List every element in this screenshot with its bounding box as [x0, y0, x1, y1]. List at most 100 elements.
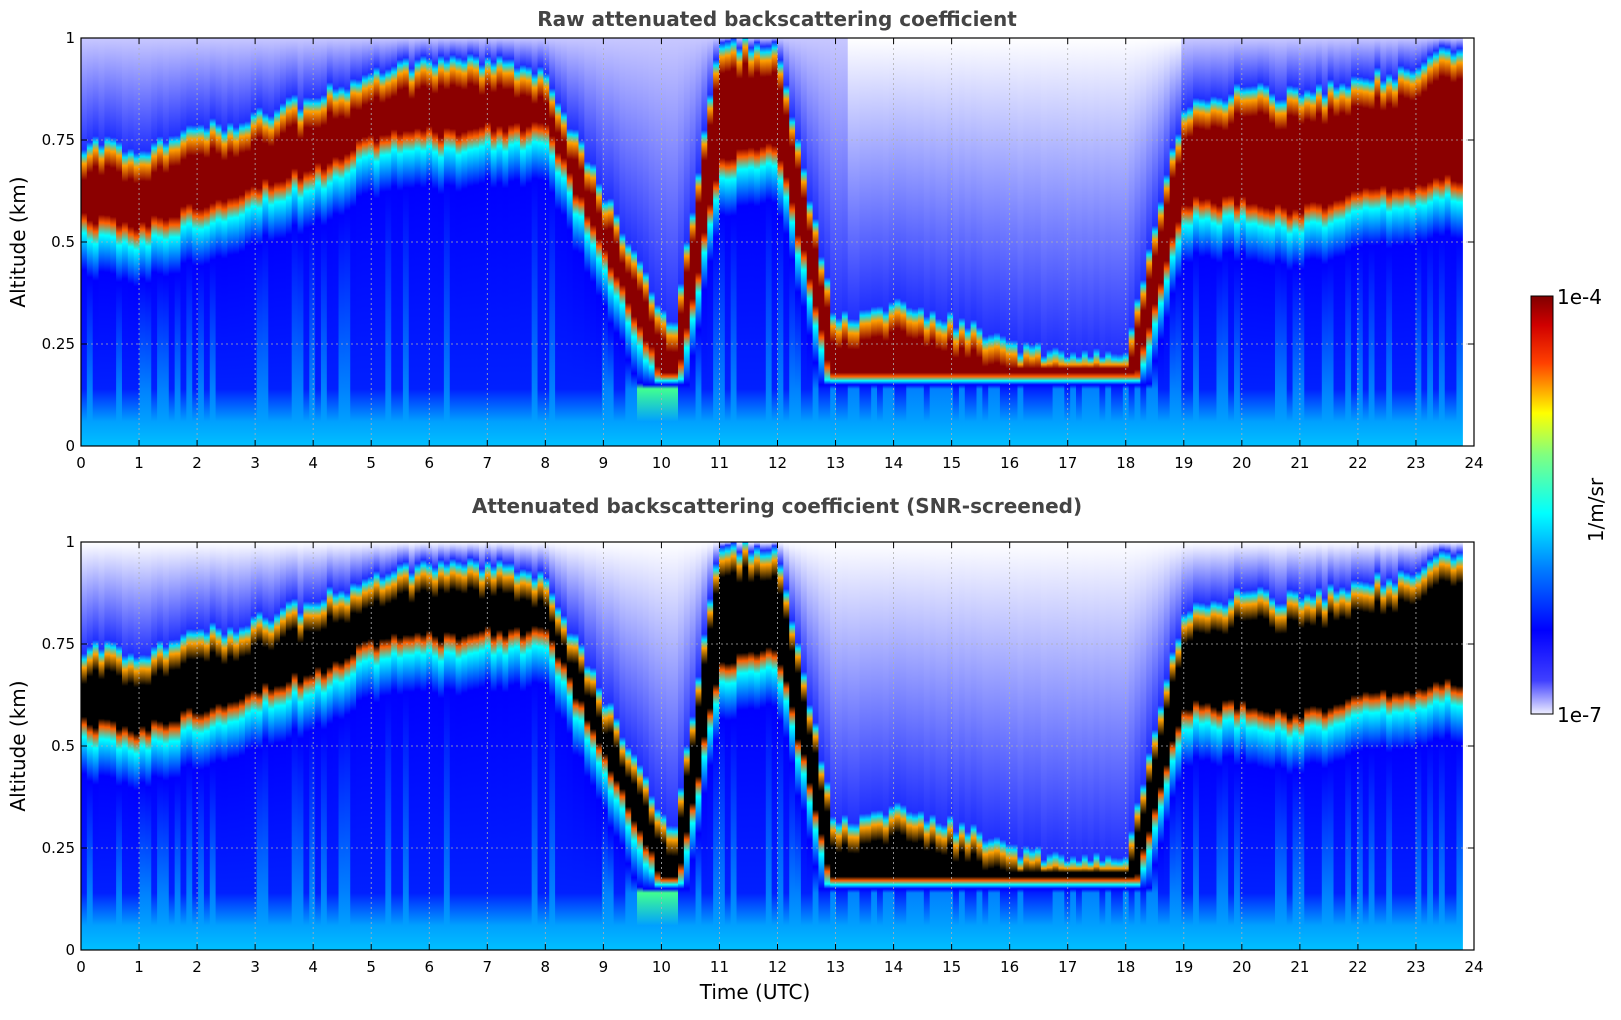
heatmap-column [121, 38, 129, 446]
heatmap-column [672, 542, 679, 950]
x-tick-label: 3 [250, 454, 260, 472]
heatmap-column [1315, 38, 1323, 446]
heatmap-column [1005, 542, 1013, 950]
x-tick-label: 17 [1058, 454, 1077, 472]
y-tick-label: 0.25 [42, 335, 75, 353]
heatmap-column [525, 38, 533, 446]
heatmap-column [555, 542, 562, 950]
heatmap-column [1292, 542, 1300, 950]
y-tick-label: 1 [65, 533, 75, 551]
heatmap-column [1210, 542, 1218, 950]
heatmap-column [356, 38, 363, 446]
heatmap-column [765, 38, 773, 446]
heatmap-column [1450, 38, 1458, 446]
heatmap-column [291, 542, 299, 950]
heatmap-column [1222, 38, 1229, 446]
heatmap-column [116, 542, 123, 950]
x-tick-label: 23 [1406, 958, 1425, 976]
heatmap-column [695, 542, 703, 950]
x-tick-label: 0 [76, 958, 86, 976]
panel-title: Raw attenuated backscattering coefficien… [537, 7, 1017, 31]
heatmap-column [285, 542, 293, 950]
heatmap-column [92, 38, 100, 446]
heatmap-column [1251, 542, 1259, 950]
heatmap-column [730, 542, 738, 950]
heatmap-column [601, 542, 609, 950]
heatmap-column [812, 38, 820, 446]
heatmap-column [361, 38, 369, 446]
heatmap-column [537, 38, 544, 446]
heatmap-column [736, 38, 743, 446]
heatmap-column [1081, 38, 1089, 446]
heatmap-column [666, 38, 673, 446]
y-tick-label: 0 [65, 437, 75, 455]
x-ticks: 0 1 2 3 4 5 6 7 8 9 10 11 12 13 14 15 16 17 18 19 20 21 22 23 24 [76, 38, 1484, 472]
heatmap-column [806, 38, 814, 446]
heatmap-column [397, 542, 404, 950]
y-axis-label: Altitude (km) [6, 176, 30, 307]
heatmap-column [607, 542, 615, 950]
x-tick-label: 9 [599, 454, 609, 472]
heatmap-column [631, 542, 638, 950]
heatmap-column [935, 38, 942, 446]
heatmap-column [1070, 542, 1077, 950]
heatmap-column [1040, 542, 1048, 950]
heatmap-column [1327, 542, 1335, 950]
colorbar-min-label: 1e-7 [1557, 703, 1602, 727]
x-tick-label: 19 [1174, 958, 1193, 976]
heatmap-column [1310, 542, 1317, 950]
x-tick-label: 1 [134, 454, 144, 472]
x-tick-label: 24 [1464, 958, 1483, 976]
y-tick-label: 0.5 [51, 737, 75, 755]
heatmap-column [1005, 38, 1013, 446]
heatmap-column [145, 542, 152, 950]
heatmap-column [572, 542, 580, 950]
heatmap-column [461, 542, 468, 950]
x-tick-label: 11 [710, 958, 729, 976]
heatmap-column [1216, 542, 1223, 950]
heatmap-column [519, 38, 527, 446]
heatmap-column [192, 38, 199, 446]
heatmap-column [1345, 38, 1352, 446]
x-tick-label: 5 [366, 454, 376, 472]
heatmap-column [1280, 542, 1288, 950]
heatmap-column [256, 38, 264, 446]
x-tick-label: 22 [1348, 958, 1367, 976]
colorbar-unit-label: 1/m/sr [1584, 477, 1608, 542]
heatmap-column [566, 542, 574, 950]
heatmap-column [736, 542, 743, 950]
heatmap-column [759, 542, 767, 950]
x-tick-label: 24 [1464, 454, 1483, 472]
x-tick-label: 8 [541, 958, 551, 976]
heatmap-column [1111, 38, 1118, 446]
x-tick-label: 19 [1174, 454, 1193, 472]
x-tick-label: 14 [884, 454, 903, 472]
heatmap-column [777, 38, 784, 446]
heatmap-column [947, 542, 954, 950]
heatmap-column [110, 542, 117, 950]
heatmap-column [496, 542, 504, 950]
heatmap-column [280, 38, 287, 446]
heatmap-column [455, 542, 463, 950]
heatmap-column [707, 38, 714, 446]
heatmap-column [1286, 38, 1294, 446]
heatmap-column [1351, 38, 1358, 446]
x-tick-label: 13 [826, 958, 845, 976]
heatmap-column [1280, 38, 1288, 446]
heatmap-column [877, 542, 884, 950]
heatmap-column [326, 542, 334, 950]
heatmap-column [1152, 542, 1159, 950]
heatmap-column [280, 542, 287, 950]
heatmap-column [1076, 542, 1083, 950]
heatmap-column [180, 542, 187, 950]
heatmap-column [244, 38, 252, 446]
x-tick-label: 12 [768, 454, 787, 472]
heatmap-column [1275, 38, 1282, 446]
heatmap-column [420, 38, 427, 446]
x-tick-label: 16 [1000, 454, 1019, 472]
heatmap-column [116, 38, 123, 446]
heatmap-column [637, 542, 644, 950]
heatmap-column [1181, 38, 1188, 446]
heatmap-column [86, 38, 94, 446]
heatmap-column [86, 542, 94, 950]
